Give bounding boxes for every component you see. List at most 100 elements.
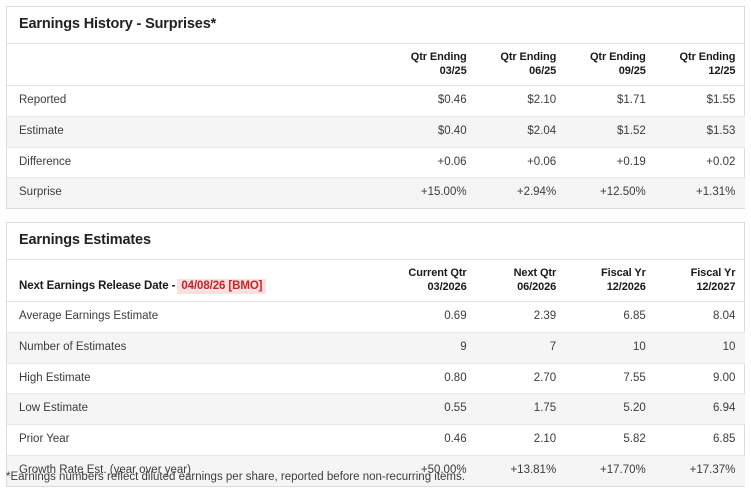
column-header-fiscal-yr-1: Fiscal Yr 12/2026 — [566, 259, 656, 303]
column-header-qtr-4: Qtr Ending 12/25 — [655, 43, 746, 87]
cell-value: 6.94 — [655, 393, 746, 426]
earnings-estimates-table: Next Earnings Release Date -04/08/26 [BM… — [7, 259, 746, 486]
column-header-line2: 06/25 — [529, 65, 557, 78]
earnings-history-table-head: Qtr Ending 03/25 Qtr Ending 06/25 Qtr En… — [7, 43, 746, 87]
cell-value: $1.71 — [566, 85, 656, 117]
cell-value: 10 — [655, 332, 746, 364]
column-header-line1: Qtr Ending — [679, 50, 736, 63]
cell-value: $1.53 — [655, 116, 746, 148]
cell-value: $2.04 — [476, 116, 567, 148]
row-label: Surprise — [7, 177, 387, 209]
cell-value: $0.46 — [387, 85, 477, 117]
table-row: Growth Rate Est. (year over year) +50.00… — [7, 455, 746, 486]
earnings-estimates-panel: Earnings Estimates Next Earnings Release… — [6, 222, 746, 487]
cell-value: 8.04 — [655, 301, 746, 333]
row-label: High Estimate — [7, 363, 387, 395]
column-header-line1: Qtr Ending — [589, 50, 646, 63]
cell-value: +1.31% — [655, 177, 746, 209]
cell-value: 9 — [387, 332, 477, 364]
column-header-line2: 06/2026 — [517, 281, 557, 294]
earnings-estimates-title: Earnings Estimates — [7, 223, 744, 260]
column-header-line1: Fiscal Yr — [690, 266, 736, 279]
cell-value: 6.85 — [655, 424, 746, 457]
cell-value: +0.06 — [476, 147, 567, 179]
table-row: Estimate $0.40 $2.04 $1.52 $1.53 — [7, 116, 746, 148]
cell-value: 5.82 — [566, 424, 656, 457]
column-header-qtr-1: Qtr Ending 03/25 — [387, 43, 477, 87]
cell-value: $1.55 — [655, 85, 746, 117]
row-label: Reported — [7, 85, 387, 117]
row-label: Growth Rate Est. (year over year) — [7, 455, 387, 486]
table-row: Reported $0.46 $2.10 $1.71 $1.55 — [7, 85, 746, 117]
table-row: High Estimate 0.80 2.70 7.55 9.00 — [7, 363, 746, 395]
table-header-row: Next Earnings Release Date -04/08/26 [BM… — [7, 259, 746, 303]
row-label: Estimate — [7, 116, 387, 148]
cell-value: +15.00% — [387, 177, 477, 209]
next-earnings-release-label: Next Earnings Release Date - — [19, 280, 176, 293]
cell-value: 0.69 — [387, 301, 477, 333]
cell-value: 1.75 — [476, 393, 567, 426]
cell-value: 7 — [476, 332, 567, 364]
cell-value: $0.40 — [387, 116, 477, 148]
table-row: Difference +0.06 +0.06 +0.19 +0.02 — [7, 147, 746, 179]
cell-value: 7.55 — [566, 363, 656, 395]
cell-value: +2.94% — [476, 177, 567, 209]
column-header-qtr-2: Qtr Ending 06/25 — [476, 43, 567, 87]
cell-value: 2.70 — [476, 363, 567, 395]
earnings-history-title: Earnings History - Surprises* — [7, 7, 744, 44]
column-header-line1: Fiscal Yr — [601, 266, 646, 279]
column-header-line2: 12/2027 — [696, 281, 736, 294]
cell-value: 2.39 — [476, 301, 567, 333]
next-earnings-release-date: 04/08/26 [BMO] — [177, 279, 267, 295]
cell-value: $2.10 — [476, 85, 567, 117]
column-header-line2: 03/25 — [439, 65, 467, 78]
row-label: Prior Year — [7, 424, 387, 457]
earnings-estimates-table-head: Next Earnings Release Date -04/08/26 [BM… — [7, 259, 746, 303]
table-row: Low Estimate 0.55 1.75 5.20 6.94 — [7, 393, 746, 426]
cell-value: 0.55 — [387, 393, 477, 426]
column-header-line2: 12/2026 — [606, 281, 646, 294]
column-header-line1: Qtr Ending — [500, 50, 557, 63]
column-header-line2: 09/25 — [618, 65, 646, 78]
column-header-next-qtr: Next Qtr 06/2026 — [476, 259, 567, 303]
cell-value: +0.19 — [566, 147, 656, 179]
row-label: Number of Estimates — [7, 332, 387, 364]
column-header-line2: 03/2026 — [427, 281, 467, 294]
cell-value: 9.00 — [655, 363, 746, 395]
earnings-history-table: Qtr Ending 03/25 Qtr Ending 06/25 Qtr En… — [7, 43, 746, 209]
table-row: Surprise +15.00% +2.94% +12.50% +1.31% — [7, 177, 746, 209]
row-label: Difference — [7, 147, 387, 179]
cell-value: +0.02 — [655, 147, 746, 179]
cell-value: 10 — [566, 332, 656, 364]
next-earnings-release: Next Earnings Release Date -04/08/26 [BM… — [7, 259, 387, 303]
cell-value: 5.20 — [566, 393, 656, 426]
earnings-estimates-table-body: Average Earnings Estimate 0.69 2.39 6.85… — [7, 301, 746, 486]
column-header-line1: Current Qtr — [408, 266, 467, 279]
cell-value: +13.81% — [476, 455, 567, 486]
column-header-line1: Qtr Ending — [410, 50, 467, 63]
cell-value: 6.85 — [566, 301, 656, 333]
cell-value: 2.10 — [476, 424, 567, 457]
cell-value: 0.80 — [387, 363, 477, 395]
table-header-row: Qtr Ending 03/25 Qtr Ending 06/25 Qtr En… — [7, 43, 746, 87]
cell-value: +0.06 — [387, 147, 477, 179]
column-header-line2: 12/25 — [708, 65, 736, 78]
column-header-blank — [7, 43, 387, 87]
cell-value: +50.00% — [387, 455, 477, 486]
earnings-history-panel: Earnings History - Surprises* Qtr Ending… — [6, 6, 746, 210]
cell-value: +12.50% — [566, 177, 656, 209]
table-row: Average Earnings Estimate 0.69 2.39 6.85… — [7, 301, 746, 333]
cell-value: +17.37% — [655, 455, 746, 486]
footnote: *Earnings numbers reflect diluted earnin… — [6, 471, 465, 483]
column-header-line1: Next Qtr — [513, 266, 557, 279]
table-row: Number of Estimates 9 7 10 10 — [7, 332, 746, 364]
row-label: Average Earnings Estimate — [7, 301, 387, 333]
cell-value: +17.70% — [566, 455, 656, 486]
column-header-current-qtr: Current Qtr 03/2026 — [387, 259, 477, 303]
row-label: Low Estimate — [7, 393, 387, 426]
table-row: Prior Year 0.46 2.10 5.82 6.85 — [7, 424, 746, 457]
column-header-fiscal-yr-2: Fiscal Yr 12/2027 — [655, 259, 746, 303]
earnings-history-table-body: Reported $0.46 $2.10 $1.71 $1.55 Estimat… — [7, 85, 746, 209]
column-header-qtr-3: Qtr Ending 09/25 — [566, 43, 656, 87]
